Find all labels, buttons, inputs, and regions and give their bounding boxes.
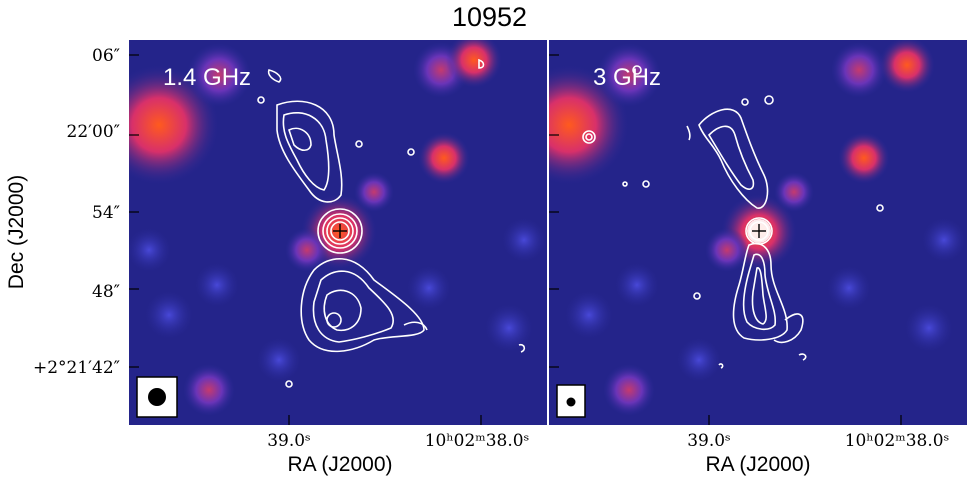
y-axis-label: Dec (J2000) (5, 174, 28, 290)
y-tick-label: +2°21′42″ (32, 358, 120, 378)
x-tick-label: 39.0ˢ (687, 431, 731, 451)
x-axis-label: RA (J2000) (705, 453, 811, 476)
panel-label: 3 GHz (593, 64, 662, 91)
y-axis: 06″ 22′00″ 54″ 48″ +2°21′42″ (0, 0, 124, 488)
beam-ellipse (566, 397, 576, 407)
panel-label: 1.4 GHz (163, 64, 252, 91)
y-tick-label: 06″ (92, 46, 120, 66)
y-tick-label: 54″ (92, 203, 120, 223)
y-tick-label: 22′00″ (66, 122, 120, 142)
panel-image (549, 40, 967, 425)
beam-ellipse (148, 388, 166, 406)
panel-3ghz: 3 GHz (549, 40, 967, 425)
panel-1-4ghz: 1.4 GHz (129, 40, 547, 425)
ticks (129, 54, 482, 425)
panel-image (129, 40, 547, 425)
x-tick-label: 39.0ˢ (267, 431, 311, 451)
y-tick-label: 48″ (92, 282, 120, 302)
x-tick-label: 10ʰ02ᵐ38.0ˢ (844, 431, 950, 451)
contours (257, 58, 526, 388)
figure-title: 10952 (451, 2, 528, 32)
x-tick-label: 10ʰ02ᵐ38.0ˢ (424, 431, 530, 451)
x-axis-label: RA (J2000) (287, 453, 393, 476)
position-marker (752, 224, 766, 238)
position-marker (333, 224, 347, 238)
ticks (549, 54, 902, 425)
